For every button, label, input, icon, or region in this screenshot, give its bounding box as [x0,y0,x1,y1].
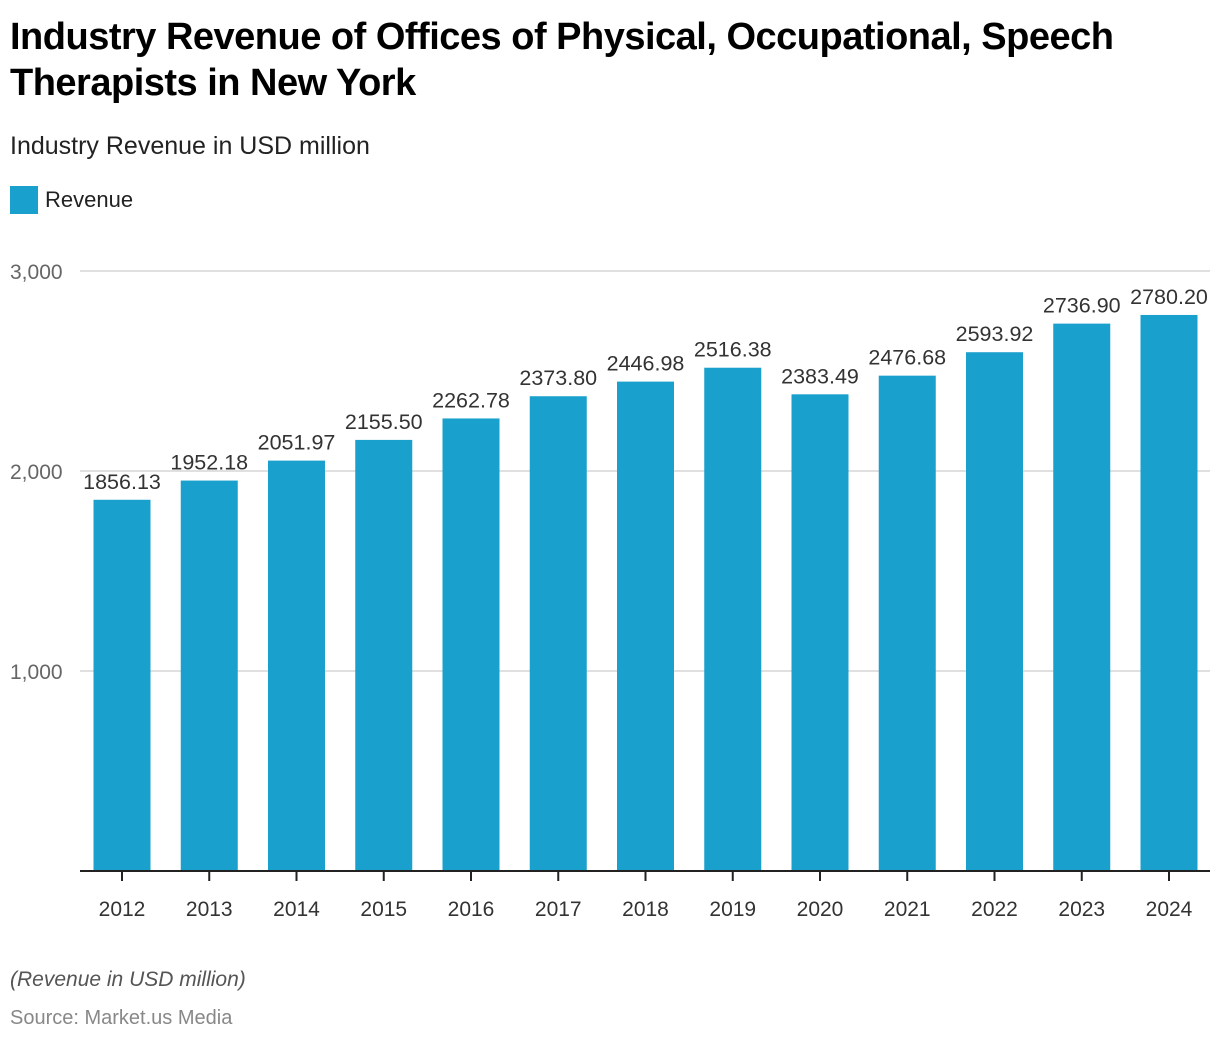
legend-label: Revenue [45,187,134,212]
data-label: 2476.68 [868,346,946,370]
bar [791,394,849,871]
bar [878,375,936,871]
bar [529,396,587,871]
x-tick-label: 2024 [1146,898,1193,921]
data-label: 2155.50 [345,410,423,434]
bar [1140,314,1198,872]
data-label: 2736.90 [1043,294,1121,318]
data-label: 2373.80 [519,366,597,390]
x-tick-label: 2015 [360,898,407,921]
y-tick-label: 1,000 [10,661,63,684]
source-credit: Source: Market.us Media [10,1007,233,1029]
data-label: 2780.20 [1130,285,1208,309]
bar [966,352,1023,871]
data-label: 1952.18 [170,451,248,475]
bar [1053,323,1111,871]
chart-subtitle: Industry Revenue in USD million [10,132,370,160]
x-tick-label: 2014 [273,898,320,921]
data-label: 1856.13 [83,470,161,494]
x-tick-label: 2019 [709,898,756,921]
x-tick-label: 2020 [797,898,844,921]
bar [180,480,238,871]
bar [93,499,151,871]
x-tick-label: 2022 [971,898,1018,921]
x-tick-label: 2023 [1058,898,1105,921]
x-tick-label: 2016 [448,898,495,921]
bar [617,381,674,871]
data-label: 2383.49 [781,364,859,388]
footnote: (Revenue in USD million) [10,968,246,991]
y-tick-label: 3,000 [10,261,63,284]
x-tick-label: 2017 [535,898,582,921]
x-tick-label: 2021 [884,898,931,921]
legend: Revenue [10,186,133,214]
bar [355,439,413,871]
data-label: 2051.97 [258,431,336,455]
bar [704,367,762,871]
data-label: 2516.38 [694,338,772,362]
data-label: 2593.92 [956,322,1034,346]
legend-swatch [10,186,38,214]
x-tick-label: 2012 [99,898,146,921]
data-label: 2262.78 [432,388,510,412]
chart-title: Industry Revenue of Offices of Physical,… [10,16,1114,104]
y-tick-label: 2,000 [10,461,63,484]
bar [268,460,325,871]
x-tick-label: 2013 [186,898,233,921]
data-label: 2446.98 [607,352,685,376]
x-tick-label: 2018 [622,898,669,921]
bar [442,418,500,871]
